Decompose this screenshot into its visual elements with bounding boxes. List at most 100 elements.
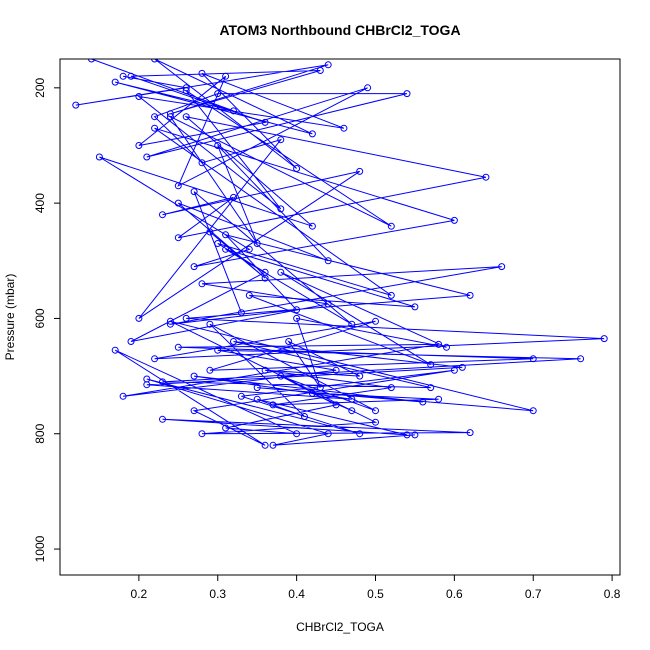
data-point <box>466 291 474 299</box>
data-point <box>135 142 143 149</box>
y-axis: 200 400 600 800 1000 <box>33 77 61 562</box>
data-point <box>198 159 206 167</box>
data-point <box>190 407 198 415</box>
data-point <box>111 78 119 86</box>
data-point <box>427 361 435 369</box>
data-point <box>387 384 395 392</box>
y-tick-label: 400 <box>33 193 47 213</box>
data-point <box>340 124 348 132</box>
data-point <box>230 338 237 345</box>
data-point <box>166 110 174 118</box>
data-point <box>182 113 190 121</box>
x-tick-label: 0.4 <box>288 587 305 601</box>
data-point <box>245 291 253 299</box>
data-point <box>403 90 411 98</box>
data-point <box>269 401 277 409</box>
data-point <box>372 418 379 426</box>
data-point <box>308 389 316 397</box>
data-point <box>253 384 261 392</box>
data-point <box>466 429 474 437</box>
data-point <box>143 153 151 161</box>
x-tick-label: 0.5 <box>367 587 384 601</box>
data-point <box>443 343 450 351</box>
data-point <box>261 274 269 282</box>
data-point <box>166 113 174 121</box>
data-point <box>316 67 324 74</box>
data-point <box>214 90 222 98</box>
data-point <box>88 59 95 63</box>
data-point <box>316 384 324 392</box>
data-point <box>127 72 135 80</box>
y-tick-label: 600 <box>33 308 47 328</box>
data-point <box>308 130 316 138</box>
series-points <box>72 59 608 449</box>
data-point <box>293 165 301 172</box>
data-point <box>411 431 419 439</box>
data-point <box>277 268 285 276</box>
data-point <box>237 392 245 400</box>
data-point <box>135 314 143 322</box>
data-point <box>324 430 332 438</box>
y-tick-label: 800 <box>33 423 47 443</box>
data-point <box>308 222 316 230</box>
series-lines <box>75 59 605 446</box>
data-point <box>182 84 190 92</box>
x-axis-label: CHBrCl2_TOGA <box>296 620 384 634</box>
data-point <box>324 300 332 308</box>
data-point <box>198 430 206 438</box>
data-point <box>277 205 285 213</box>
data-point <box>529 407 537 415</box>
data-point <box>222 245 230 253</box>
series-line-1 <box>75 64 605 446</box>
data-point <box>261 441 269 449</box>
chart-title: ATOM3 Northbound CHBrCl2_TOGA <box>219 22 460 38</box>
data-point <box>529 355 537 363</box>
data-point <box>182 314 190 322</box>
data-point <box>174 199 182 207</box>
data-point <box>111 346 119 354</box>
data-point <box>253 395 261 403</box>
data-point <box>324 257 332 265</box>
data-point <box>293 306 301 314</box>
data-point <box>458 363 466 371</box>
data-point <box>206 228 214 236</box>
data-point <box>95 153 103 161</box>
x-tick-label: 0.7 <box>525 587 542 601</box>
data-point <box>237 309 245 317</box>
data-point <box>332 366 340 374</box>
data-point <box>214 240 222 247</box>
data-point <box>435 340 443 348</box>
series-line-2 <box>91 59 447 412</box>
data-point <box>174 182 182 190</box>
y-axis-label: Pressure (mbar) <box>3 274 17 361</box>
data-point <box>577 355 585 363</box>
data-point <box>159 211 166 219</box>
data-point <box>269 441 277 449</box>
data-point <box>387 291 395 299</box>
data-point <box>166 320 174 328</box>
data-point <box>277 136 285 144</box>
data-point <box>372 407 379 415</box>
data-point <box>450 366 458 374</box>
data-point <box>127 338 135 345</box>
data-point <box>119 72 127 80</box>
data-point <box>135 93 143 100</box>
data-point <box>419 398 427 406</box>
data-point <box>324 61 332 69</box>
data-point <box>222 424 230 432</box>
data-point <box>182 87 190 95</box>
x-tick-label: 0.8 <box>604 587 621 601</box>
data-point <box>261 366 269 374</box>
data-point <box>222 231 230 239</box>
data-point <box>119 392 127 400</box>
data-point <box>293 314 301 322</box>
data-point <box>387 222 395 230</box>
x-tick-label: 0.6 <box>446 587 463 601</box>
data-point <box>151 124 159 132</box>
data-point <box>600 335 608 343</box>
data-point <box>72 101 80 109</box>
data-point <box>206 366 214 374</box>
data-point <box>372 317 379 325</box>
data-point <box>159 415 166 423</box>
